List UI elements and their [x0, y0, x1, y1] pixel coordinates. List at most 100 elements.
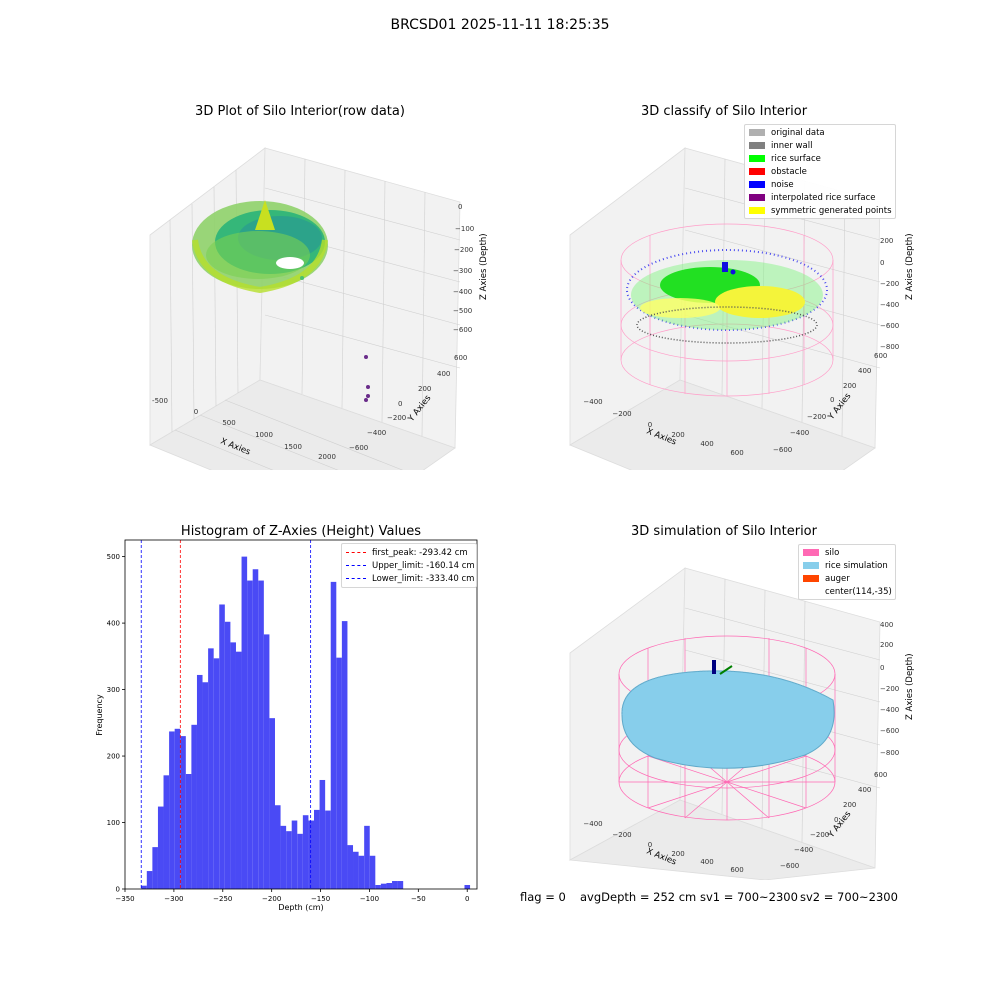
histogram-bar	[157, 806, 164, 889]
classify-ytick: −600	[773, 446, 792, 454]
simulation-ztick: −200	[880, 685, 899, 693]
raw-zlabel: Z Axies (Depth)	[479, 233, 489, 300]
histogram-bar	[464, 885, 471, 889]
simulation-ytick: −400	[794, 846, 813, 854]
classify-xtick: −400	[583, 398, 602, 406]
histogram-bar	[397, 881, 404, 889]
legend-item: original data	[745, 126, 895, 139]
histogram-title: Histogram of Z-Axies (Height) Values	[180, 524, 422, 539]
legend-swatch	[803, 575, 819, 582]
classify-3d-plot: −400 −200 0 200 400 600 600 400 200 0 −2…	[569, 147, 915, 470]
legend-label: first_peak: -293.42 cm	[372, 547, 468, 558]
legend-line	[346, 552, 366, 553]
y-tick-label: 100	[107, 819, 120, 827]
legend-line	[346, 565, 366, 566]
simulation-ytick: 600	[874, 771, 887, 779]
simulation-xtick: −200	[612, 831, 631, 839]
histogram-bar	[380, 883, 387, 889]
simulation-ytick: −200	[810, 831, 829, 839]
histogram-x-ticks: −350 −300 −250 −200 −150 −100 −50 0	[115, 889, 469, 903]
legend-swatch	[749, 168, 765, 175]
histogram-bar	[146, 871, 153, 889]
legend-item: Lower_limit: -333.40 cm	[342, 572, 476, 585]
histogram-bar	[286, 831, 292, 889]
simulation-ytick: −600	[780, 862, 799, 870]
raw-ztick: −300	[453, 267, 472, 275]
simulation-xtick: 200	[671, 850, 684, 858]
classify-ztick: −600	[880, 322, 899, 330]
classify-xtick: 0	[648, 421, 652, 429]
raw-ztick: −600	[453, 326, 472, 334]
raw-xtick: 2000	[318, 453, 336, 461]
classify-ztick: 200	[880, 237, 893, 245]
raw-plot-title: 3D Plot of Silo Interior(row data)	[195, 104, 405, 119]
x-tick-label: −300	[164, 895, 183, 903]
histogram-bar	[330, 581, 337, 889]
histogram-bars	[141, 556, 471, 889]
simulation-xtick: 400	[700, 858, 713, 866]
raw-ztick: −400	[453, 288, 472, 296]
histogram-bar	[308, 820, 315, 889]
legend-item: interpolated rice surface	[745, 191, 895, 204]
legend-item: first_peak: -293.42 cm	[342, 546, 476, 559]
legend-line	[346, 578, 366, 579]
raw-ytick: −200	[387, 414, 406, 422]
legend-item: silo	[799, 546, 895, 559]
simulation-auger	[712, 660, 733, 675]
histogram-bar	[358, 855, 365, 889]
x-tick-label: −50	[411, 895, 426, 903]
histogram-bar	[241, 556, 248, 889]
histogram-bar	[325, 810, 331, 889]
histogram-bar	[386, 883, 393, 889]
x-tick-label: −350	[115, 895, 134, 903]
raw-ytick: 600	[454, 354, 467, 362]
classify-ytick: 200	[843, 382, 856, 390]
y-tick-label: 200	[107, 753, 120, 761]
simulation-ztick: −800	[880, 749, 899, 757]
raw-xtick: 1500	[284, 443, 302, 451]
histogram-bar	[196, 674, 203, 889]
legend-swatch	[749, 155, 765, 162]
legend-item: auger	[799, 572, 895, 585]
histogram-frame	[124, 539, 478, 890]
histogram-bar	[314, 809, 320, 889]
raw-xtick: -500	[152, 397, 168, 405]
classify-ytick: −200	[807, 413, 826, 421]
classify-point-cloud	[626, 249, 828, 344]
simulation-ztick: 0	[880, 664, 884, 672]
histogram-bar	[258, 580, 264, 889]
simulation-ytick: 200	[843, 801, 856, 809]
simulation-zlabel: Z Axies (Depth)	[905, 653, 915, 720]
simulation-ztick: 200	[880, 641, 893, 649]
classify-ytick: −400	[790, 429, 809, 437]
simulation-plot-title: 3D simulation of Silo Interior	[631, 524, 817, 539]
legend-item: rice simulation	[799, 559, 895, 572]
classify-plot-title: 3D classify of Silo Interior	[640, 104, 808, 119]
legend-label: Lower_limit: -333.40 cm	[372, 573, 475, 584]
raw-xtick: 500	[222, 419, 235, 427]
legend-swatch	[749, 181, 765, 188]
x-tick-label: 0	[465, 895, 469, 903]
histogram-bar	[185, 773, 192, 889]
histogram-reference-lines	[140, 540, 312, 889]
simulation-xtick: 600	[730, 866, 743, 874]
classify-xtick: 600	[730, 449, 743, 457]
legend-label: auger	[825, 573, 850, 584]
simulation-ztick: 400	[880, 621, 893, 629]
raw-ytick: 200	[418, 385, 431, 393]
legend-swatch	[803, 549, 819, 556]
status-avg-depth: avgDepth = 252 cm	[580, 890, 697, 904]
histogram-bar	[263, 634, 270, 889]
figure-title: BRCSD01 2025-11-11 18:25:35	[390, 17, 610, 33]
histogram-bar	[302, 815, 309, 889]
histogram-bar	[208, 648, 214, 889]
legend-label: silo	[825, 547, 840, 558]
raw-ytick: −400	[367, 429, 386, 437]
legend-label: obstacle	[771, 166, 807, 177]
legend-item: rice surface	[745, 152, 895, 165]
legend-swatch	[749, 194, 765, 201]
histogram-bar	[141, 885, 147, 889]
classify-ytick: 0	[830, 396, 834, 404]
histogram-bar	[280, 825, 287, 889]
classify-xtick: 400	[700, 440, 713, 448]
